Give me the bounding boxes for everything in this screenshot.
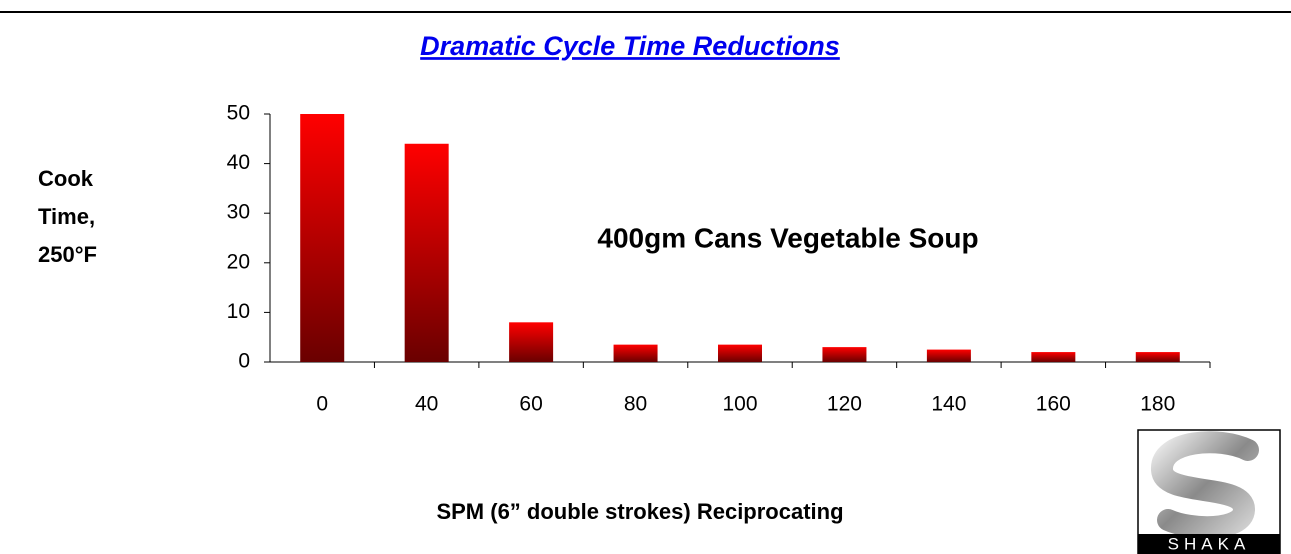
y-axis-label: Cook — [38, 166, 94, 191]
chart-title: Dramatic Cycle Time Reductions — [420, 31, 840, 61]
bar — [613, 344, 658, 362]
bar — [1135, 352, 1180, 362]
x-tick-label: 80 — [624, 393, 647, 416]
y-tick-label: 50 — [227, 102, 250, 125]
y-axis-label: 250°F — [38, 242, 97, 267]
annotation: 400gm Cans Vegetable Soup — [597, 222, 978, 253]
y-tick-label: 40 — [227, 151, 250, 174]
y-tick-label: 30 — [227, 201, 250, 224]
logo-s — [1151, 431, 1259, 539]
bar — [509, 322, 554, 362]
bar — [404, 143, 449, 362]
x-tick-label: 100 — [722, 393, 757, 416]
x-tick-label: 160 — [1036, 393, 1071, 416]
logo: SHAKA — [1137, 429, 1281, 554]
logo-band — [1138, 534, 1280, 554]
y-axis-label: Time, — [38, 204, 95, 229]
bar — [926, 349, 971, 362]
bar — [718, 344, 762, 362]
bar — [300, 114, 345, 362]
y-tick-label: 10 — [227, 300, 250, 323]
x-tick-label: 40 — [415, 393, 438, 416]
x-tick-label: 180 — [1140, 393, 1175, 416]
bar — [822, 347, 867, 362]
y-tick-label: 20 — [227, 250, 250, 273]
x-tick-label: 140 — [931, 393, 966, 416]
bar — [1031, 352, 1076, 362]
x-axis-label: SPM (6” double strokes) Reciprocating — [436, 499, 843, 524]
y-tick-label: 0 — [238, 350, 250, 373]
x-tick-label: 120 — [827, 393, 862, 416]
x-tick-label: 0 — [316, 393, 328, 416]
logo-text: SHAKA — [1168, 534, 1251, 553]
x-tick-label: 60 — [519, 393, 542, 416]
